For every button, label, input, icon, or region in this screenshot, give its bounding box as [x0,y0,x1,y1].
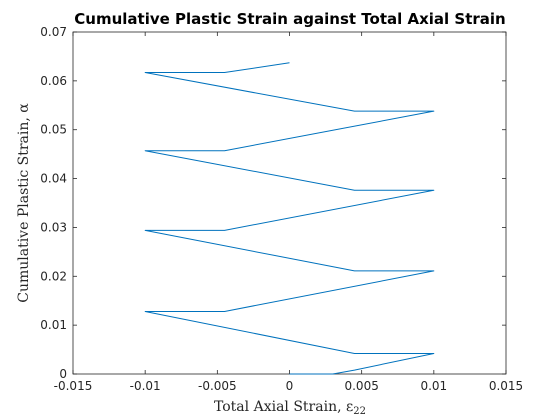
x-tick-label: 0 [286,379,294,393]
y-tick-label: 0.03 [40,220,67,234]
plot-area [72,31,507,375]
x-tick-label: -0.015 [54,379,93,393]
y-tick-label: 0.05 [40,123,67,137]
x-axis-label: Total Axial Strain, ε22 [214,399,366,417]
y-tick-label: 0.06 [40,74,67,88]
chart-title: Cumulative Plastic Strain against Total … [74,10,505,28]
x-tick-label: 0.01 [420,379,447,393]
y-axis: 0 0.01 0.02 0.03 0.04 0.05 0.06 0.07 [40,25,506,381]
x-tick-label: 0.005 [344,379,378,393]
y-tick-label: 0.01 [40,318,67,332]
y-tick-label: 0.07 [40,25,67,39]
y-axis-label: Cumulative Plastic Strain, α [16,103,32,303]
x-tick-label: -0.01 [130,379,161,393]
x-axis: -0.015 -0.01 -0.005 0 0.005 0.01 0.015 [54,32,523,393]
y-tick-label: 0.02 [40,269,67,283]
series-line [144,62,435,375]
y-tick-label: 0.04 [40,172,67,186]
x-tick-label: -0.005 [198,379,237,393]
y-tick-label: 0 [59,367,67,381]
x-tick-label: 0.015 [489,379,523,393]
x-axis-label-subscript: 22 [353,406,366,417]
x-axis-label-main: Total Axial Strain, ε [214,399,353,415]
